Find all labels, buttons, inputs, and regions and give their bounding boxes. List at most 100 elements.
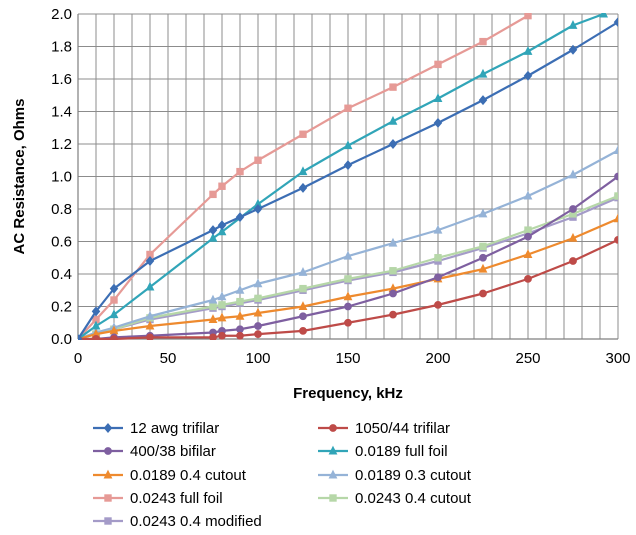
- legend-label: 0.0189 full foil: [355, 443, 448, 460]
- data-point: [614, 172, 618, 181]
- data-point: [524, 274, 532, 283]
- data-point: [209, 302, 217, 311]
- data-point: [343, 250, 353, 260]
- data-point: [344, 302, 352, 311]
- legend-item: 400/38 bifilar: [93, 443, 216, 460]
- legend-item: 0.0243 0.4 cutout: [318, 490, 472, 507]
- series-line: [78, 149, 618, 340]
- legend-swatch-marker: [104, 517, 112, 525]
- data-point: [236, 331, 244, 340]
- data-point: [478, 208, 488, 218]
- data-point: [389, 267, 397, 275]
- legend-label: 12 awg trifilar: [130, 420, 219, 437]
- data-point: [253, 307, 263, 317]
- x-tick-label: 150: [335, 350, 360, 367]
- data-point: [209, 333, 217, 340]
- data-point: [344, 275, 352, 283]
- data-point: [479, 242, 487, 251]
- data-point: [217, 226, 227, 236]
- legend-label: 0.0189 0.4 cutout: [130, 467, 247, 484]
- data-point: [236, 297, 244, 306]
- legend-label: 0.0189 0.3 cutout: [355, 467, 472, 484]
- data-point: [208, 314, 218, 323]
- series-line: [78, 21, 618, 340]
- data-point: [478, 263, 488, 273]
- legend-item: 0.0243 0.4 modified: [93, 513, 262, 530]
- legend-item: 0.0189 0.3 cutout: [318, 467, 472, 484]
- data-point: [78, 334, 83, 340]
- data-point: [479, 37, 487, 46]
- data-point: [218, 301, 226, 309]
- data-point: [208, 232, 218, 242]
- legend-swatch-marker: [104, 494, 112, 502]
- data-point: [599, 13, 609, 18]
- data-point: [217, 291, 227, 301]
- data-point: [110, 296, 118, 304]
- legend-label: 400/38 bifilar: [130, 443, 216, 460]
- data-point: [569, 205, 577, 213]
- y-tick-label: 2.0: [51, 6, 72, 23]
- data-point: [479, 289, 487, 298]
- series-1050-44-trifilar: [78, 235, 618, 340]
- data-point: [253, 204, 263, 214]
- legend-item: 0.0189 0.4 cutout: [93, 467, 247, 484]
- data-point: [433, 224, 443, 234]
- data-point: [235, 284, 245, 294]
- data-point: [434, 300, 442, 309]
- series-line: [78, 14, 529, 340]
- data-point: [434, 60, 442, 69]
- data-point: [109, 309, 119, 319]
- legend-swatch-marker: [103, 423, 113, 433]
- data-point: [298, 301, 308, 310]
- data-point: [389, 310, 397, 319]
- data-point: [524, 13, 532, 20]
- series-line: [78, 217, 618, 340]
- data-point: [434, 273, 442, 282]
- series-line: [78, 175, 618, 340]
- data-point: [236, 325, 244, 334]
- y-tick-label: 0.8: [51, 201, 72, 218]
- y-tick-label: 1.8: [51, 39, 72, 56]
- data-point: [218, 331, 226, 340]
- data-point: [254, 330, 262, 339]
- data-point: [343, 140, 353, 150]
- legend-swatch-marker: [329, 424, 337, 432]
- data-point: [614, 235, 618, 244]
- data-point: [253, 278, 263, 288]
- data-point: [388, 115, 398, 125]
- y-tick-label: 0.2: [51, 299, 72, 316]
- legend-swatch-marker: [329, 494, 337, 502]
- data-point: [145, 281, 155, 291]
- legend-swatch-marker: [104, 447, 112, 455]
- legend-label: 0.0243 0.4 modified: [130, 513, 262, 530]
- data-point: [433, 93, 443, 102]
- x-tick-label: 300: [605, 350, 630, 367]
- legend-item: 0.0189 full foil: [318, 443, 448, 460]
- data-point: [299, 312, 307, 321]
- legend: 12 awg trifilar 1050/44 trifilar 400/38 bi…: [93, 420, 472, 530]
- y-tick-label: 1.6: [51, 71, 72, 88]
- legend-item: 12 awg trifilar: [93, 420, 219, 437]
- data-point: [568, 232, 578, 242]
- y-axis-title: AC Resistance, Ohms: [11, 99, 28, 255]
- data-point: [569, 257, 577, 265]
- data-point: [299, 326, 307, 335]
- data-point: [217, 220, 227, 231]
- tick-labels: 0.0 0.2 0.4 0.6 0.8 1.0 1.2 1.4 1.6 1.8 2.0 0 50 100 1…: [51, 6, 630, 367]
- data-point: [614, 192, 618, 200]
- data-point: [145, 320, 155, 330]
- legend-swatch-marker: [103, 469, 113, 479]
- legend-swatch-marker: [328, 469, 338, 479]
- data-point: [236, 167, 244, 176]
- axes: [77, 14, 618, 340]
- data-point: [217, 312, 227, 322]
- legend-item: 1050/44 trifilar: [318, 420, 450, 437]
- data-point: [613, 213, 618, 223]
- legend-label: 0.0243 full foil: [130, 490, 223, 507]
- y-tick-label: 1.2: [51, 136, 72, 153]
- y-tick-label: 1.4: [51, 104, 72, 121]
- series-layer: [78, 13, 618, 340]
- data-point: [110, 335, 118, 340]
- x-tick-label: 250: [515, 350, 540, 367]
- data-point: [254, 294, 262, 303]
